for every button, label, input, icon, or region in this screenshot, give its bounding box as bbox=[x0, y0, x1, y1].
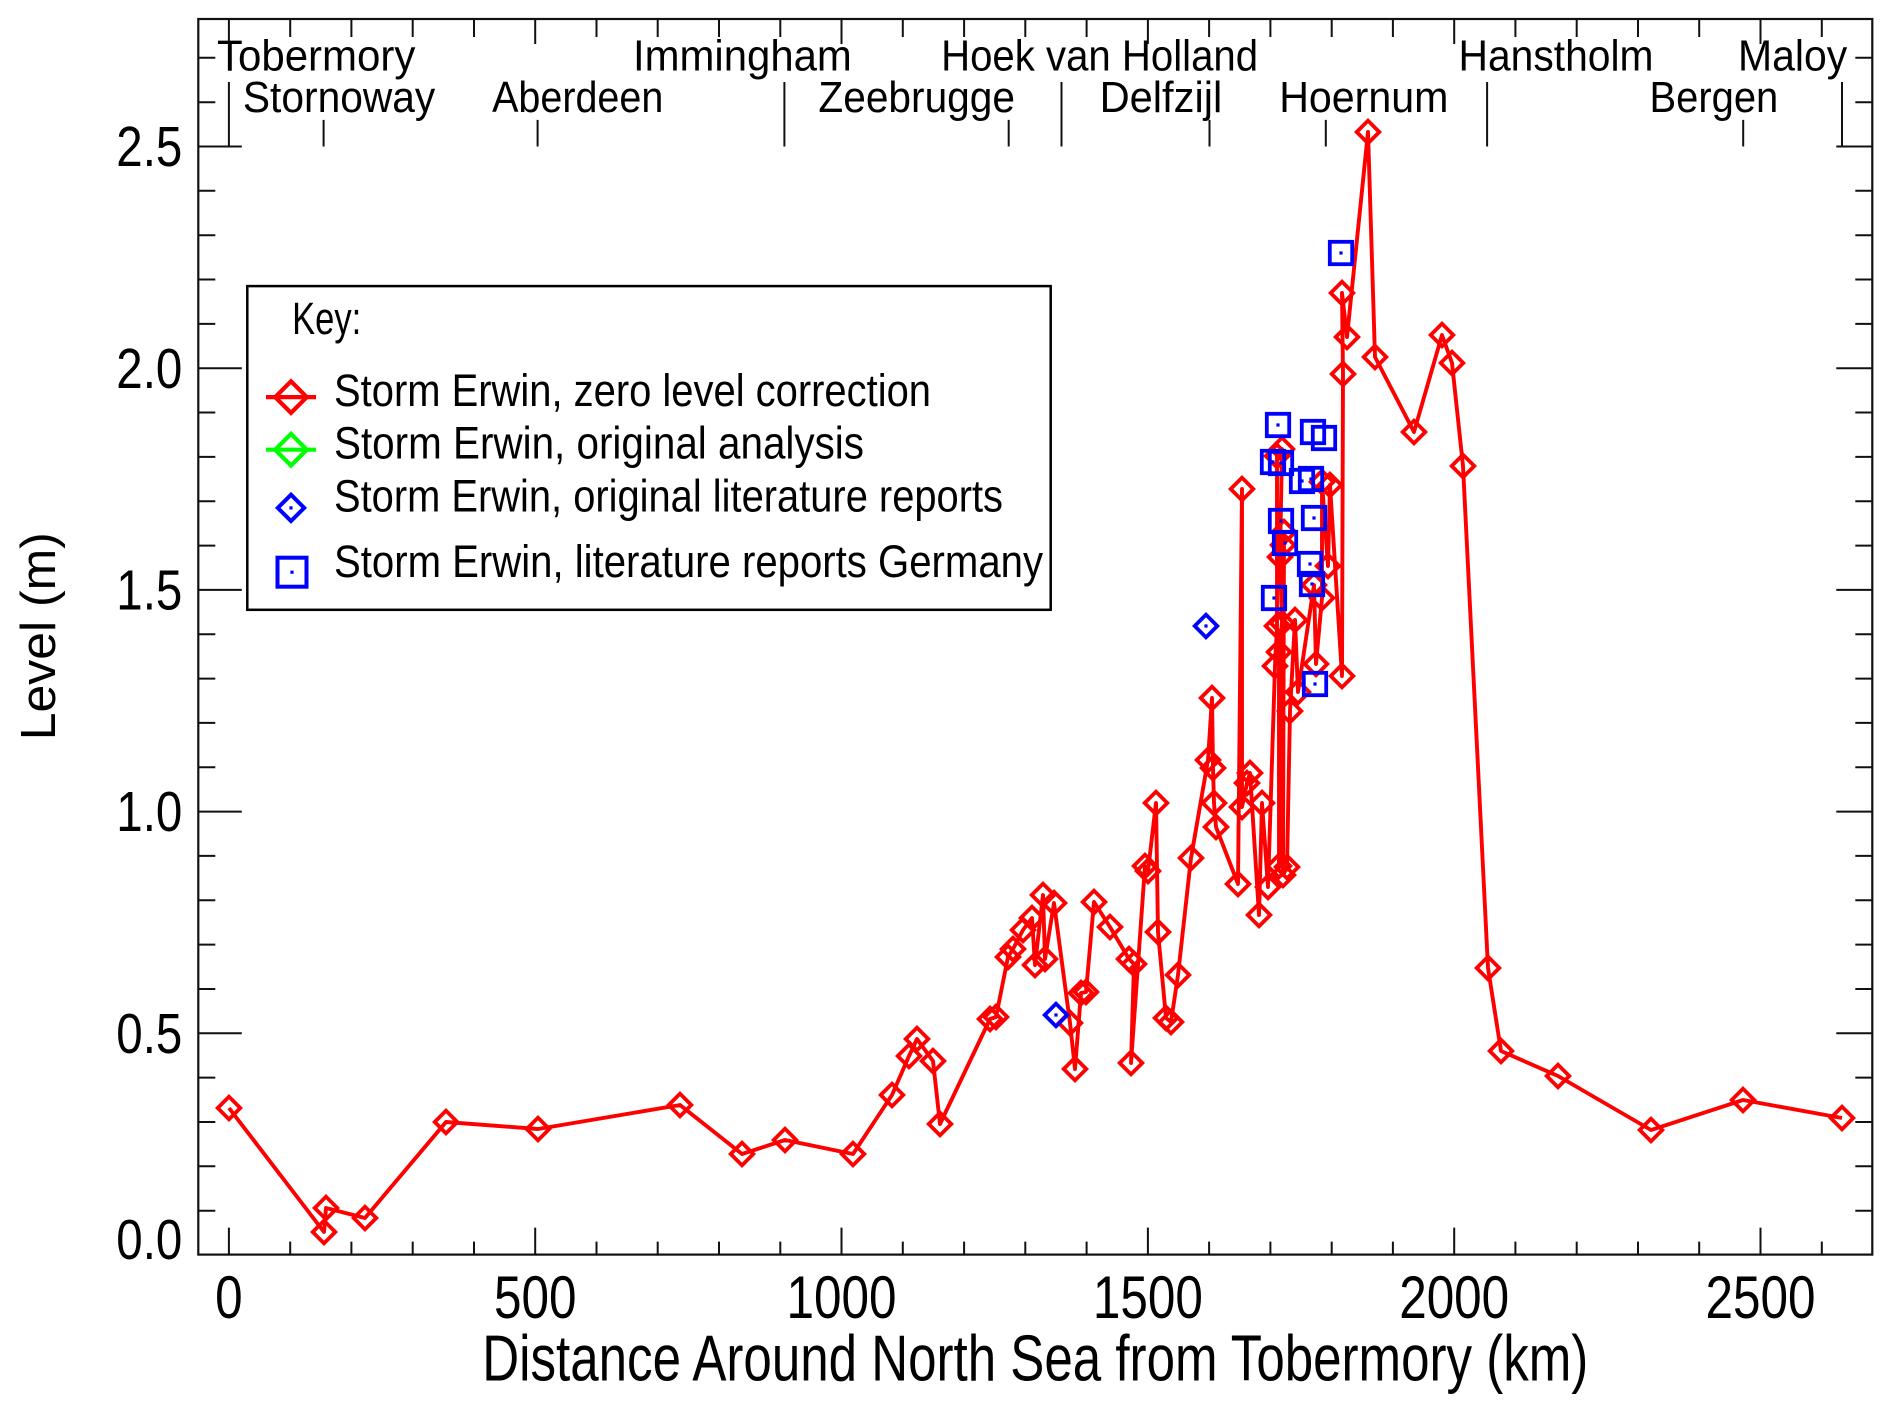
svg-text:Storm Erwin, literature report: Storm Erwin, literature reports Germany bbox=[334, 536, 1043, 587]
svg-text:500: 500 bbox=[494, 1264, 577, 1331]
svg-text:Maloy: Maloy bbox=[1738, 31, 1847, 80]
svg-text:0: 0 bbox=[215, 1264, 243, 1331]
svg-text:Stornoway: Stornoway bbox=[243, 73, 435, 122]
svg-text:Key:: Key: bbox=[292, 293, 361, 344]
svg-text:2500: 2500 bbox=[1706, 1264, 1816, 1331]
svg-text:1.0: 1.0 bbox=[116, 780, 182, 844]
svg-text:Storm Erwin, original analysis: Storm Erwin, original analysis bbox=[334, 418, 864, 469]
svg-text:Distance Around North Sea from: Distance Around North Sea from Tobermory… bbox=[482, 1322, 1588, 1394]
svg-text:0.5: 0.5 bbox=[116, 1002, 182, 1066]
svg-text:1000: 1000 bbox=[787, 1264, 897, 1331]
svg-text:Immingham: Immingham bbox=[633, 31, 852, 80]
svg-text:Bergen: Bergen bbox=[1650, 73, 1779, 122]
svg-text:Storm Erwin, zero level correc: Storm Erwin, zero level correction bbox=[334, 365, 931, 416]
svg-text:Level (m): Level (m) bbox=[12, 532, 66, 740]
svg-text:1.5: 1.5 bbox=[116, 559, 182, 623]
svg-text:Tobermory: Tobermory bbox=[217, 31, 416, 80]
svg-text:Aberdeen: Aberdeen bbox=[492, 73, 663, 122]
svg-text:0.0: 0.0 bbox=[116, 1208, 182, 1272]
svg-text:2.5: 2.5 bbox=[116, 115, 182, 179]
svg-text:2000: 2000 bbox=[1399, 1264, 1509, 1331]
svg-text:Hoernum: Hoernum bbox=[1279, 73, 1448, 122]
svg-text:Storm Erwin, original literatu: Storm Erwin, original literature reports bbox=[334, 471, 1003, 522]
svg-text:Delfzijl: Delfzijl bbox=[1100, 73, 1223, 122]
svg-text:2.0: 2.0 bbox=[116, 337, 182, 401]
svg-text:Hoek van Holland: Hoek van Holland bbox=[941, 31, 1258, 80]
svg-text:Zeebrugge: Zeebrugge bbox=[818, 73, 1015, 122]
svg-text:1500: 1500 bbox=[1093, 1264, 1203, 1331]
svg-text:Hanstholm: Hanstholm bbox=[1459, 31, 1654, 80]
